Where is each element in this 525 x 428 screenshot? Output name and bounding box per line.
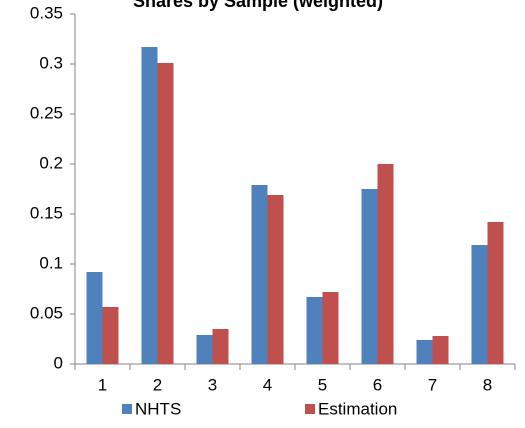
legend-label: Estimation xyxy=(318,399,397,418)
bar xyxy=(416,340,433,364)
x-tick-label: 3 xyxy=(208,375,217,394)
bar xyxy=(377,164,394,364)
chart-title: Shares by Sample (weighted) xyxy=(133,0,383,11)
legend-label: NHTS xyxy=(135,399,181,418)
y-tick-label: 0.35 xyxy=(30,3,63,22)
x-tick-label: 7 xyxy=(428,375,437,394)
y-tick-label: 0.25 xyxy=(30,103,63,122)
y-tick-label: 0.3 xyxy=(39,53,63,72)
legend-swatch xyxy=(305,404,315,414)
bar xyxy=(102,307,119,364)
x-tick-label: 5 xyxy=(318,375,327,394)
legend-swatch xyxy=(122,404,132,414)
y-tick-label: 0.05 xyxy=(30,303,63,322)
bar xyxy=(212,329,229,364)
bar xyxy=(487,222,504,364)
y-tick-label: 0 xyxy=(54,353,63,372)
bar xyxy=(361,189,378,364)
y-tick-label: 0.2 xyxy=(39,153,63,172)
bar xyxy=(432,336,449,364)
x-tick-label: 2 xyxy=(153,375,162,394)
y-tick-label: 0.15 xyxy=(30,203,63,222)
bar xyxy=(267,195,284,364)
bar xyxy=(196,335,213,364)
bar xyxy=(322,292,339,364)
bar xyxy=(471,245,488,364)
bar xyxy=(141,47,158,364)
x-tick-label: 4 xyxy=(263,375,272,394)
x-tick-label: 6 xyxy=(373,375,382,394)
x-tick-label: 1 xyxy=(98,375,107,394)
bar xyxy=(251,185,268,364)
bar xyxy=(86,272,103,364)
y-tick-label: 0.1 xyxy=(39,253,63,272)
bar xyxy=(157,63,174,364)
bar xyxy=(306,297,323,364)
x-tick-label: 8 xyxy=(483,375,492,394)
